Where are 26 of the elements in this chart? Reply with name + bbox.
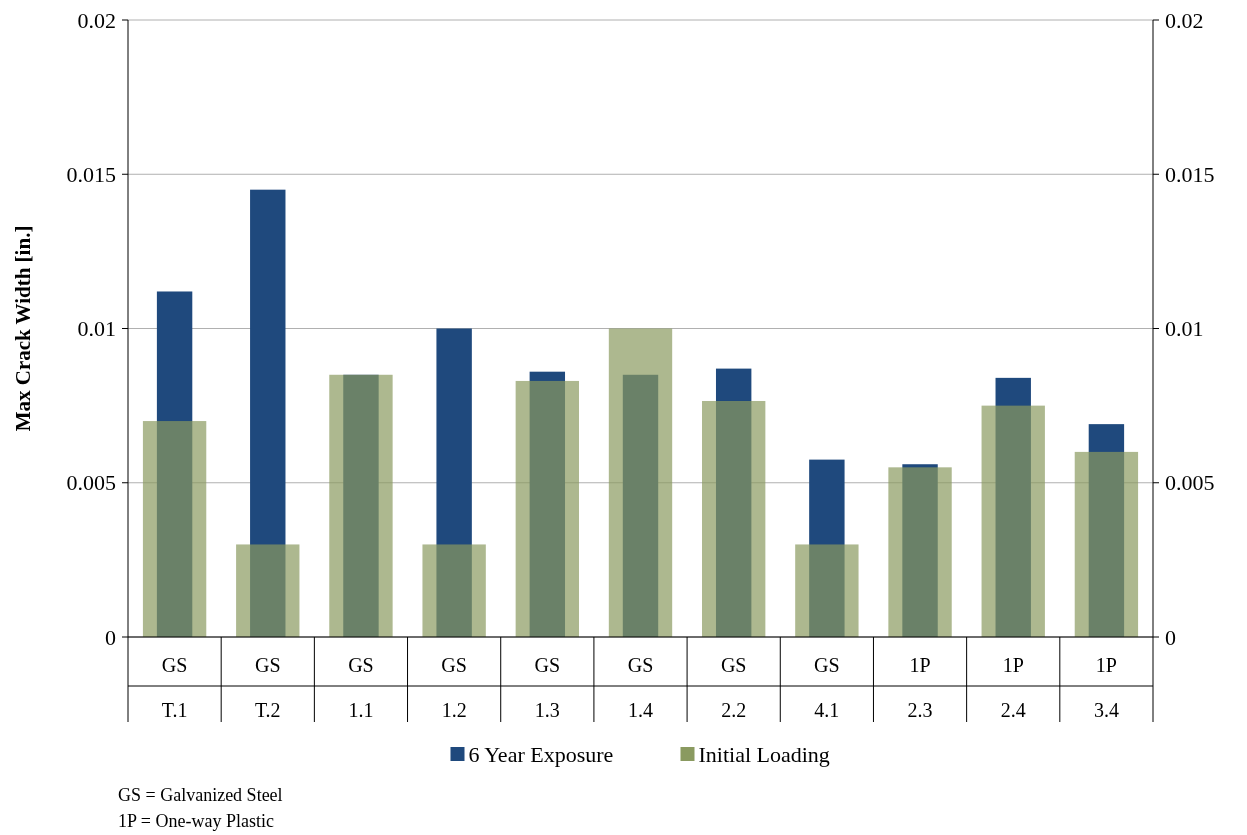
y-tick-label: 0.015 [66,161,116,187]
legend-label: 6 Year Exposure [468,741,614,767]
text: 1P = One-way Plastic [118,811,274,832]
y-tick-label: 0.02 [77,7,116,33]
x-tick-label: 1P 3.4 [1093,654,1119,721]
x-tick-label: GS 4.1 [814,654,840,721]
x-tick-label: GS 2.2 [720,654,747,721]
y2-tick-label: 0.01 [1165,316,1204,342]
x-tick-label: 1P 2.3 [907,654,933,721]
y-tick-label: 0.01 [77,316,116,342]
y-tick-label: 0 [105,624,116,650]
x-tick-label: GS T.1 [161,654,188,721]
y2-tick-label: 0.005 [1165,470,1215,496]
legend-label: Initial Loading [698,741,830,767]
x-tick-label: 1P 2.4 [1000,654,1026,721]
x-tick-label: GS T.2 [254,654,281,721]
x-tick-label: GS 1.3 [534,654,561,721]
y2-tick-label: 0.015 [1165,161,1215,187]
x-tick-label: GS 1.1 [348,654,374,721]
x-tick-label: GS 1.4 [627,654,654,721]
x-tick-label: GS 1.2 [441,654,467,721]
y2-tick-label: 0 [1165,624,1176,650]
text: GS = Galvanized Steel [118,785,283,806]
y2-tick-label: 0.02 [1165,7,1204,33]
y-axis-title: Max Crack Width [in.] [11,225,35,432]
y-tick-label: 0.005 [66,470,116,496]
